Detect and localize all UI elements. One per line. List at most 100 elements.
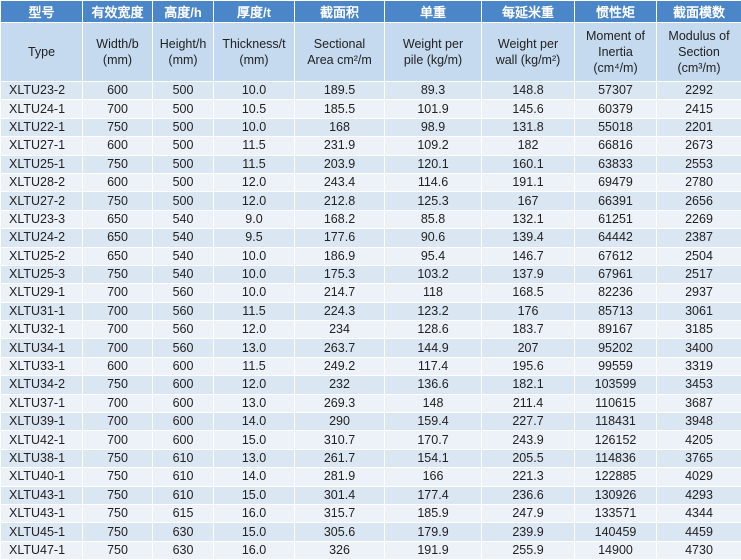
data-cell: 700 [82,301,153,322]
data-cell: 103599 [574,375,657,395]
data-cell: 207 [481,338,575,358]
data-cell: 67612 [574,246,657,266]
data-cell: XLTU32-1 [0,320,83,340]
data-row: XLTU25-3 750 540 10.0 175.3 103.2 137.9 67961 25… [0,264,741,285]
header-cell: 惯性矩 [574,0,657,23]
data-cell: XLTU34-1 [0,338,83,358]
data-cell: 170.7 [384,430,482,450]
data-row: XLTU40-1 750 610 14.0 281.9 166 221.3 122885 402… [0,467,741,487]
data-cell: 3453 [656,375,741,395]
data-cell: 13.0 [213,448,295,469]
data-cell: 212.8 [294,191,385,211]
data-cell: 600 [82,136,153,156]
data-cell: 160.1 [481,154,575,174]
data-cell: 177.4 [384,485,482,505]
data-cell: 89167 [574,320,657,340]
data-cell: 750 [82,117,153,138]
data-cell: 146.7 [481,246,575,266]
header-cell: 有效宽度 [82,0,153,23]
data-cell: 4029 [656,467,741,487]
header-cell: 截面模数 [656,0,741,23]
data-cell: 500 [152,99,214,119]
data-cell: 14900 [574,540,657,560]
data-cell: 3400 [656,338,741,358]
data-cell: 137.9 [481,264,575,285]
data-cell: 281.9 [294,467,385,487]
data-cell: 95202 [574,338,657,358]
data-cell: 2517 [656,264,741,285]
header-cell: 单重 [384,0,482,23]
data-cell: 179.9 [384,522,482,542]
data-cell: 183.7 [481,320,575,340]
data-cell: 2269 [656,209,741,230]
data-cell: 2415 [656,99,741,119]
data-cell: XLTU45-1 [0,522,83,542]
data-cell: 177.6 [294,228,385,248]
data-cell: XLTU40-1 [0,467,83,487]
data-cell: 700 [82,283,153,303]
data-cell: XLTU34-2 [0,375,83,395]
data-cell: 159.4 [384,412,482,432]
data-cell: 85713 [574,301,657,322]
data-cell: 15.0 [213,430,295,450]
data-row: XLTU29-1 700 560 10.0 214.7 118 168.5 82236 2937 [0,283,741,303]
data-cell: XLTU22-1 [0,117,83,138]
data-cell: 114836 [574,448,657,469]
data-row: XLTU24-2 650 540 9.5 177.6 90.6 139.4 64442 2387 [0,228,741,248]
data-row: XLTU28-2 600 500 12.0 243.4 114.6 191.1 69479 27… [0,172,741,193]
data-cell: 600 [152,356,214,377]
data-cell: 2673 [656,136,741,156]
header-cell: Weight per pile (kg/m) [384,22,482,82]
header-cell: Thickness/t (mm) [213,22,295,82]
data-cell: 500 [152,191,214,211]
data-cell: 500 [152,136,214,156]
data-row: XLTU43-1 750 615 16.0 315.7 185.9 247.9 133571 4… [0,503,741,524]
data-cell: 139.4 [481,228,575,248]
data-row: XLTU38-1 750 610 13.0 261.7 154.1 205.5 114836 3… [0,448,741,469]
data-cell: 109.2 [384,136,482,156]
data-cell: 700 [82,320,153,340]
header-cell: 型号 [0,0,83,23]
data-cell: 101.9 [384,99,482,119]
data-cell: 610 [152,467,214,487]
data-cell: 249.2 [294,356,385,377]
data-row: XLTU27-1 600 500 11.5 231.9 109.2 182 66816 2673 [0,136,741,156]
data-cell: 310.7 [294,430,385,450]
data-cell: 2553 [656,154,741,174]
data-cell: XLTU25-3 [0,264,83,285]
data-cell: 148 [384,393,482,414]
data-cell: 3061 [656,301,741,322]
header-cell: Weight per wall (kg/m²) [481,22,575,82]
data-cell: 167 [481,191,575,211]
data-cell: 11.5 [213,301,295,322]
data-cell: 315.7 [294,503,385,524]
data-cell: 3319 [656,356,741,377]
data-cell: 15.0 [213,485,295,505]
data-cell: XLTU37-1 [0,393,83,414]
data-cell: 243.9 [481,430,575,450]
data-cell: 60379 [574,99,657,119]
data-cell: 136.6 [384,375,482,395]
data-cell: 64442 [574,228,657,248]
data-cell: 9.5 [213,228,295,248]
data-cell: 615 [152,503,214,524]
data-row: XLTU33-1 600 600 11.5 249.2 117.4 195.6 99559 33… [0,356,741,377]
data-cell: 126152 [574,430,657,450]
data-cell: 69479 [574,172,657,193]
data-cell: 89.3 [384,80,482,101]
data-cell: 11.5 [213,356,295,377]
data-row: XLTU23-2 600 500 10.0 189.5 89.3 148.8 57307 229… [0,80,741,101]
data-cell: 221.3 [481,467,575,487]
data-cell: 600 [152,430,214,450]
data-cell: 99559 [574,356,657,377]
data-cell: 2201 [656,117,741,138]
data-cell: 114.6 [384,172,482,193]
table-header: 型号 有效宽度 高度/h 厚度/t 截面积 单重 每延米重 惯性矩 截面模数 Type Width/… [0,0,741,82]
data-cell: 610 [152,485,214,505]
data-cell: XLTU43-1 [0,485,83,505]
data-row: XLTU34-2 750 600 12.0 232 136.6 182.1 103599 345… [0,375,741,395]
data-cell: 239.9 [481,522,575,542]
data-cell: 650 [82,209,153,230]
data-cell: 175.3 [294,264,385,285]
